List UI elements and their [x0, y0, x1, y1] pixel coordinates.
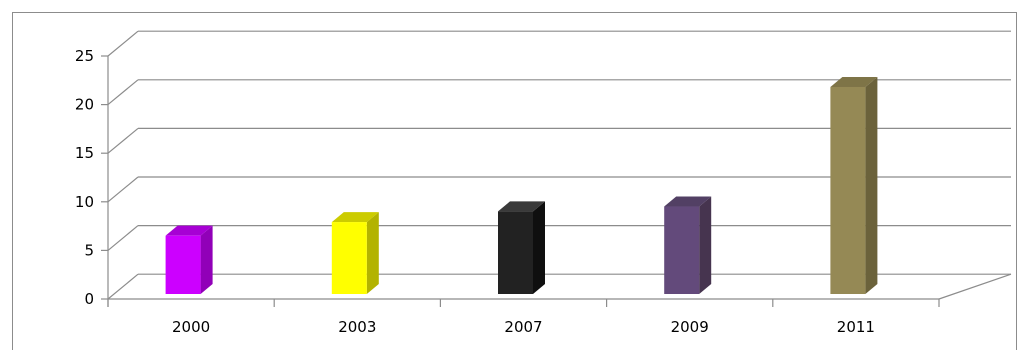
gridline-diagonal	[107, 127, 139, 154]
gridline-diagonal	[107, 225, 139, 251]
y-tick-label: 20	[75, 96, 94, 114]
grid-layer	[101, 30, 1012, 307]
bar-side-face	[699, 196, 712, 294]
gridline-diagonal	[107, 79, 139, 106]
bar[interactable]	[331, 212, 379, 294]
bar-front-face	[830, 86, 866, 295]
bar[interactable]	[830, 76, 878, 295]
x-tick-label: 2003	[338, 318, 376, 336]
bar-front-face	[331, 222, 367, 294]
bar-side-face	[865, 76, 878, 294]
y-tick-label: 0	[84, 290, 94, 308]
y-tick-label: 5	[84, 241, 94, 259]
bar-front-face	[165, 235, 201, 294]
y-tick-label: 25	[75, 47, 94, 65]
x-tick-label: 2011	[837, 318, 875, 336]
bar[interactable]	[165, 225, 213, 294]
bar-top-face	[165, 225, 213, 236]
bar-side-face	[366, 212, 379, 294]
bar[interactable]	[664, 196, 712, 294]
gridline-diagonal	[107, 176, 139, 203]
x-tick-label: 2000	[172, 318, 210, 336]
bar-side-face	[200, 225, 213, 294]
chart-frame: 0 5 10 15 20 25 2000 2003 2007 2009 2011	[12, 12, 1017, 350]
y-tick-label: 15	[75, 144, 94, 162]
bar[interactable]	[498, 201, 545, 294]
y-tick-label: 10	[75, 193, 94, 211]
x-tick-label: 2007	[504, 318, 542, 336]
bar-chart: 0 5 10 15 20 25 2000 2003 2007 2009 2011	[75, 30, 1012, 336]
bar-side-face	[533, 201, 545, 294]
bar-front-face	[664, 206, 700, 294]
bar-top-face	[830, 76, 878, 87]
gridline-diagonal	[107, 30, 139, 57]
gridline-diagonal	[107, 273, 139, 300]
bar-layer	[165, 76, 878, 295]
x-tick-label: 2009	[671, 318, 709, 336]
bar-top-face	[331, 212, 379, 223]
floor-right-edge	[938, 273, 1012, 300]
bar-top-face	[498, 201, 545, 212]
bar-front-face	[498, 211, 533, 294]
bar-top-face	[664, 196, 712, 207]
label-layer: 0 5 10 15 20 25 2000 2003 2007 2009 2011	[75, 47, 875, 336]
